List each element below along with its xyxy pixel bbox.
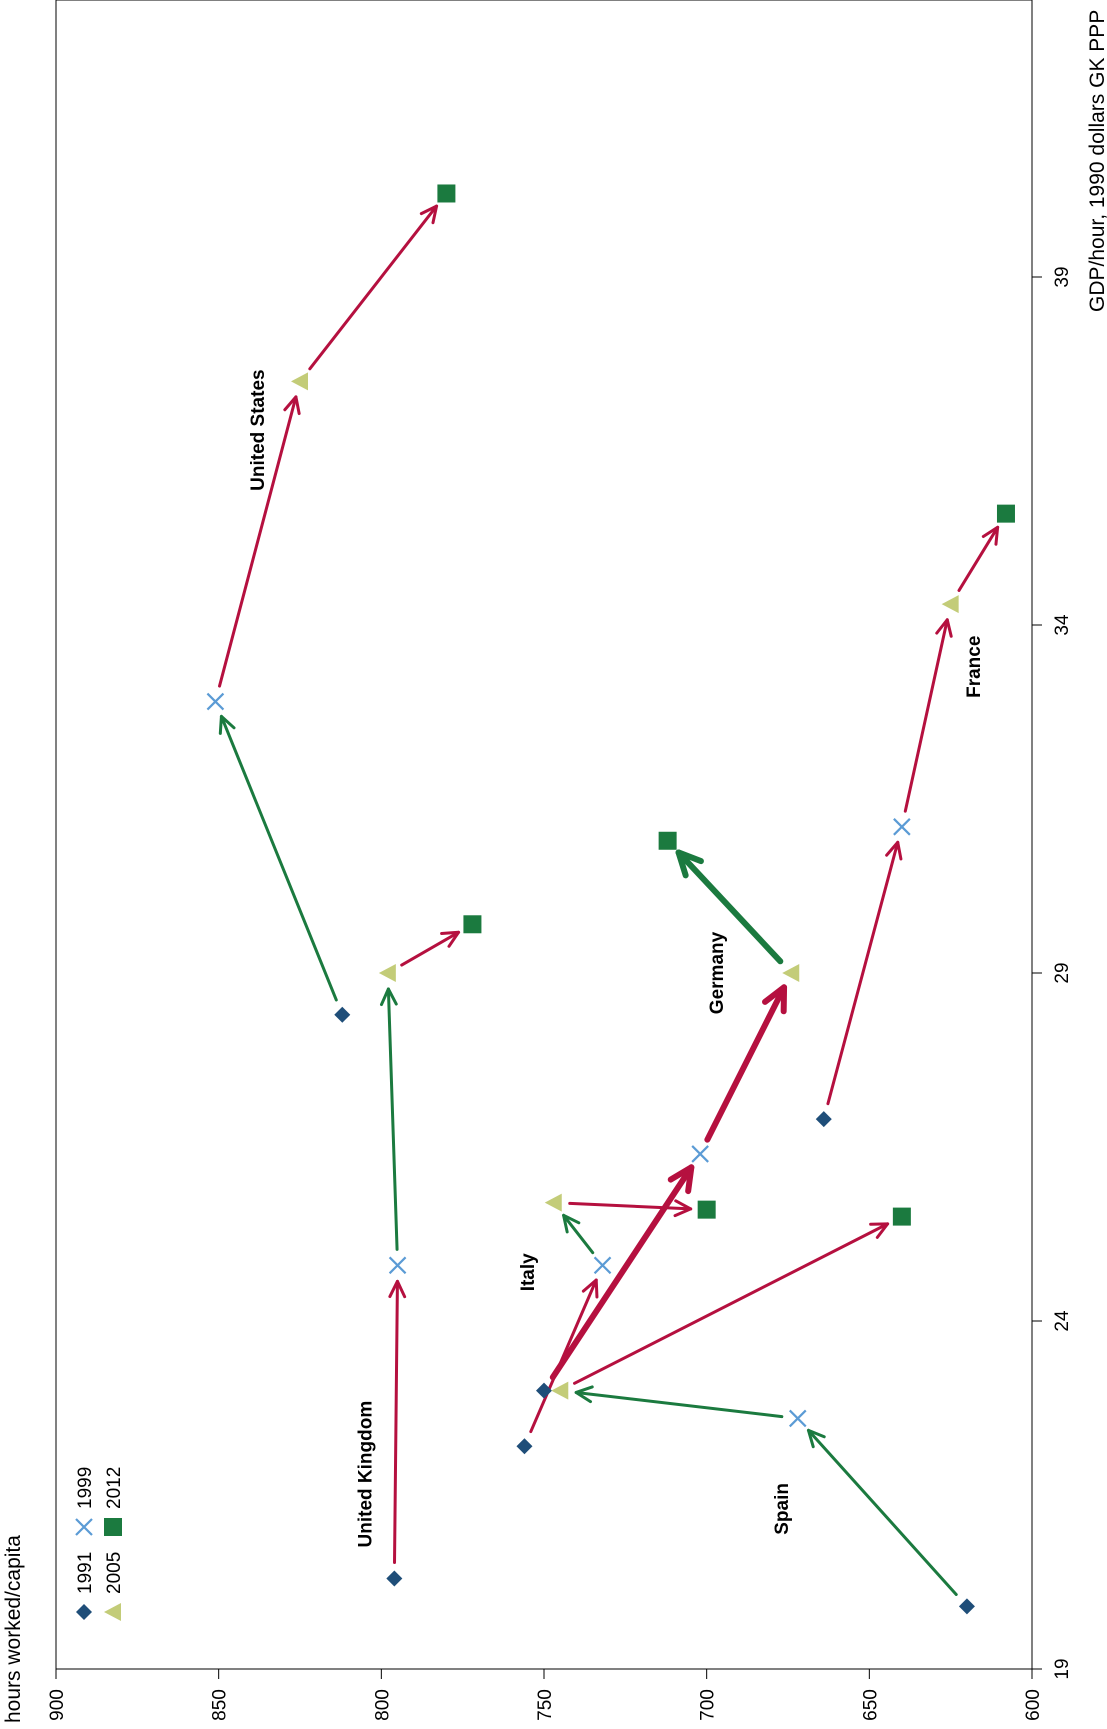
arrow-head (440, 930, 461, 948)
data-point-1991 (516, 1438, 533, 1455)
legend-label: 1999 (75, 1467, 96, 1509)
arrow-shaft (573, 1222, 890, 1385)
arrow-head (885, 840, 903, 861)
data-point-2012 (437, 184, 456, 203)
gdp-tick-label: 29 (1052, 962, 1073, 983)
arrow-head (574, 1385, 594, 1404)
arrow-shaft (549, 1164, 695, 1381)
legend: 1991 1999 2005 2012 (75, 1467, 125, 1621)
arrow-shaft (568, 1201, 693, 1211)
data-point-1999 (691, 1145, 709, 1163)
hours-tick-label: 800 (372, 1689, 393, 1721)
data-point-2012 (892, 1207, 911, 1226)
gdp-tick-label: 39 (1052, 266, 1073, 287)
country-label: Germany (707, 931, 728, 1014)
data-point-2005 (291, 372, 308, 391)
arrow-shaft (218, 395, 298, 688)
arrow-head (981, 525, 1000, 546)
hours-tick-label: 650 (860, 1689, 881, 1721)
arrow-head (673, 1199, 693, 1218)
data-point-2005 (941, 595, 959, 614)
arrow-head (283, 395, 301, 416)
arrow-shaft (826, 840, 900, 1106)
arrow-head (388, 1279, 407, 1299)
data-point-2005 (378, 964, 396, 982)
hours-tick-label: 600 (1023, 1689, 1044, 1721)
country-label: United States (248, 369, 269, 490)
data-point-1999 (206, 692, 225, 711)
data-point-1991 (958, 1598, 975, 1615)
arrow-head (419, 204, 439, 225)
arrow-shaft (393, 1279, 399, 1565)
legend-marker-2005 (104, 1603, 121, 1621)
arrow-head (667, 1164, 695, 1195)
country-label: Italy (518, 1253, 539, 1291)
legend-label: 2012 (104, 1467, 125, 1509)
arrow-head (935, 618, 953, 638)
hours-tick-label: 900 (47, 1689, 68, 1721)
hours-tick-label: 700 (698, 1689, 719, 1721)
hours-tick-label: 750 (535, 1689, 556, 1721)
country-label: United Kingdom (356, 1401, 377, 1548)
legend-marker-1999 (75, 1518, 93, 1536)
country-label: Spain (772, 1483, 793, 1535)
arrow-head (218, 714, 236, 735)
data-point-2005 (551, 1381, 569, 1400)
gdp-tick-label: 19 (1052, 1658, 1073, 1679)
data-point-1999 (388, 1256, 407, 1275)
gdp-tick-label: 34 (1052, 614, 1073, 636)
data-point-2012 (658, 831, 677, 850)
arrow-head (675, 849, 704, 879)
arrow-shaft (400, 930, 461, 967)
gdp-axis-ticks: 19 24 29 34 39 (1032, 266, 1073, 1680)
arrow-head (379, 987, 398, 1007)
arrow-shaft (903, 618, 949, 813)
legend-label: 1991 (75, 1552, 96, 1594)
arrow-shaft (386, 987, 399, 1251)
arrow-shaft (704, 984, 788, 1143)
arrow-shaft (219, 714, 338, 1002)
country-labels: United States United Kingdom Italy Germany S… (248, 369, 985, 1547)
arrow-shaft (562, 1213, 595, 1255)
plot-frame (55, 0, 1033, 1670)
arrow-head (806, 1428, 826, 1449)
data-point-1991 (536, 1382, 552, 1399)
arrow-shaft (574, 1390, 784, 1419)
gdp-axis-label: GDP/hour, 1990 dollars GK PPP (1086, 10, 1107, 312)
arrow-head (562, 1213, 581, 1234)
data-point-1999 (788, 1409, 807, 1428)
data-point-1991 (815, 1111, 832, 1128)
data-markers (206, 184, 1015, 1615)
data-point-2005 (782, 964, 800, 982)
arrow-shaft (806, 1428, 958, 1596)
arrow-shaft (308, 204, 439, 371)
hours-axis-ticks: 900 850 800 750 700 650 600 (47, 1669, 1044, 1721)
data-point-2012 (996, 504, 1015, 523)
hours-axis-label: hours worked/capita (2, 1535, 25, 1723)
arrow-shaft (675, 849, 784, 965)
arrow-head (762, 984, 788, 1015)
arrow-head (869, 1222, 890, 1239)
data-point-1991 (386, 1570, 403, 1587)
data-point-1999 (893, 818, 911, 836)
arrow-head (581, 1278, 599, 1299)
legend-marker-1991 (76, 1604, 92, 1620)
data-point-2005 (544, 1193, 562, 1212)
legend-marker-2012 (104, 1518, 122, 1536)
data-point-2012 (463, 915, 482, 934)
data-point-2012 (697, 1200, 716, 1219)
trajectory-arrows (218, 204, 1000, 1596)
country-label: France (964, 636, 985, 698)
hours-tick-label: 850 (210, 1689, 231, 1721)
legend-label: 2005 (104, 1552, 125, 1594)
data-point-1991 (334, 1006, 351, 1023)
arrow-shaft (957, 525, 1000, 592)
gdp-tick-label: 24 (1052, 1310, 1073, 1332)
data-point-1999 (593, 1256, 612, 1275)
